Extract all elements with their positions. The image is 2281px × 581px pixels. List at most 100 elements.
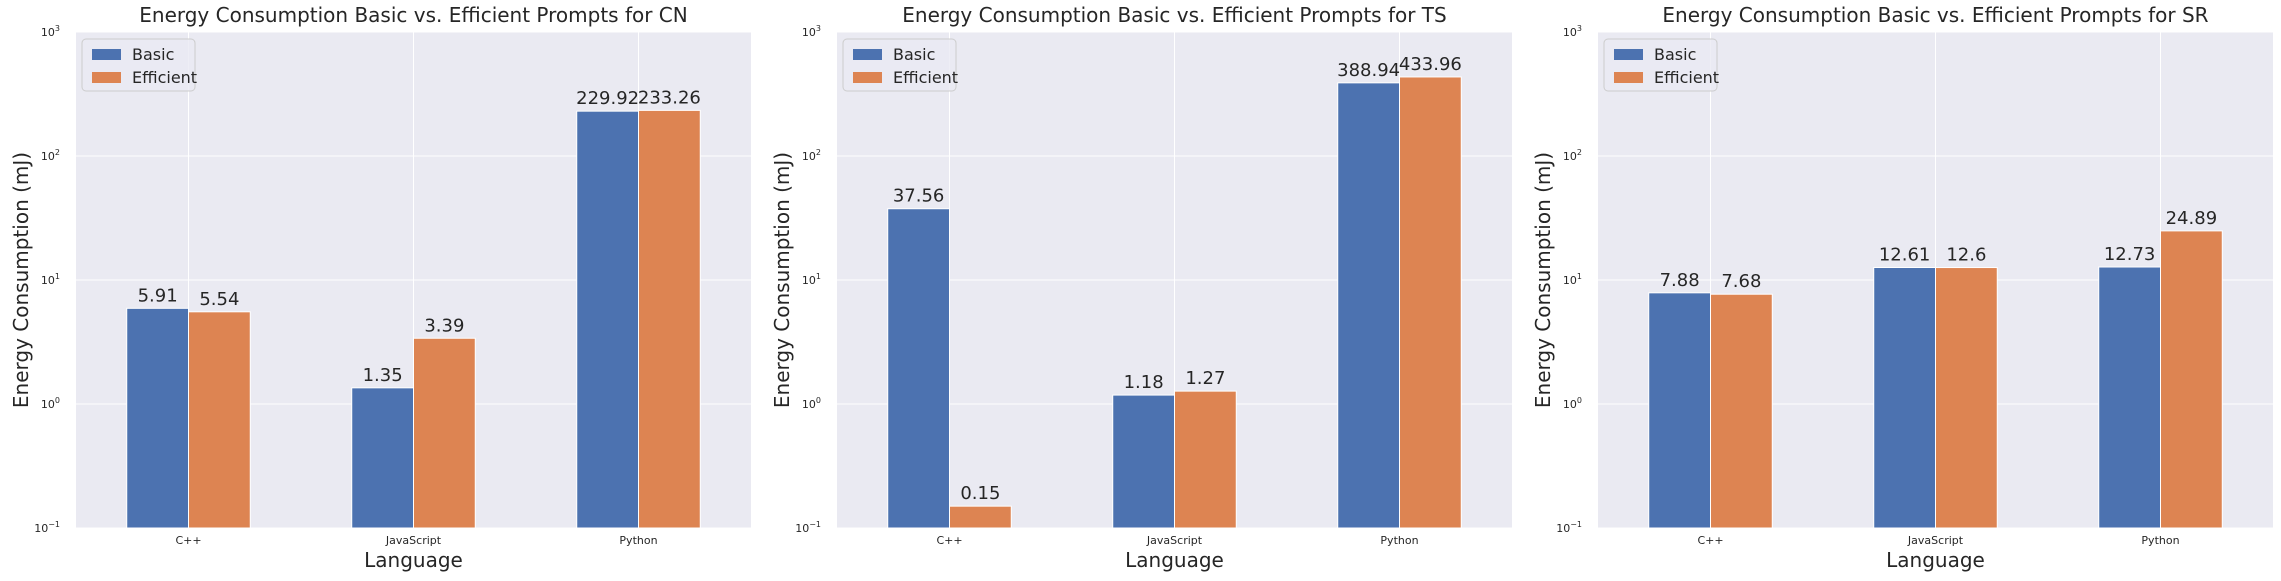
y-axis-label: Energy Consumption (mJ) [770, 152, 794, 408]
y-tick-base: 10 [1563, 398, 1577, 411]
x-tick-label: Python [1380, 534, 1418, 547]
y-tick-base: 10 [1563, 26, 1577, 39]
y-axis-label: Energy Consumption (mJ) [9, 152, 33, 408]
chart-title: Energy Consumption Basic vs. Efficient P… [1662, 3, 2208, 27]
data-label: 1.35 [363, 365, 403, 386]
y-tick-label: 100 [41, 396, 60, 411]
y-tick-exponent: 3 [1577, 24, 1582, 33]
bar-basic [1112, 394, 1176, 529]
legend-swatch-efficient [853, 72, 882, 83]
bar-basic [351, 387, 414, 529]
legend-swatch-basic [1614, 49, 1643, 60]
y-tick-base: 10 [41, 398, 55, 411]
y-tick-base: 10 [1563, 274, 1577, 287]
bar-basic [126, 307, 190, 529]
y-tick-label: 10−1 [34, 520, 60, 535]
x-tick-label: JavaScript [1146, 534, 1203, 547]
chart-panel-3: 7.88 12.61 12.73 7.68 12.6 24.89 C++ JavaScript… [1531, 3, 2273, 572]
legend-swatch-basic [853, 49, 882, 60]
y-tick-label: 100 [1563, 396, 1582, 411]
data-label: 7.68 [1721, 271, 1761, 292]
data-label: 12.6 [1946, 245, 1986, 266]
bar-efficient [1174, 390, 1237, 529]
chart-title: Energy Consumption Basic vs. Efficient P… [902, 3, 1446, 27]
data-label: 1.27 [1185, 368, 1225, 389]
x-axis-label: Language [1125, 548, 1224, 572]
y-tick-exponent: 1 [55, 272, 60, 281]
y-tick-base: 10 [41, 150, 55, 163]
bar-efficient [1710, 293, 1773, 529]
x-tick-label: C++ [1697, 534, 1723, 547]
bar-efficient [1935, 267, 1998, 529]
y-tick-base: 10 [802, 274, 816, 287]
bar-basic [1648, 292, 1712, 529]
y-tick-exponent: 2 [55, 148, 60, 157]
y-tick-label: 10−1 [795, 520, 821, 535]
legend-label: Basic [132, 45, 174, 64]
legend-label: Basic [1654, 45, 1696, 64]
data-label: 12.61 [1879, 245, 1931, 266]
data-label: 7.88 [1660, 270, 1700, 291]
legend-swatch-basic [92, 49, 121, 60]
bar-basic [887, 208, 950, 529]
y-tick-base: 10 [795, 522, 809, 535]
data-label: 229.92 [576, 88, 639, 109]
data-label: 37.56 [893, 186, 945, 207]
x-tick-label: JavaScript [385, 534, 442, 547]
y-tick-exponent: −1 [48, 520, 60, 529]
bar-efficient [949, 505, 1012, 529]
y-tick-base: 10 [1563, 150, 1577, 163]
y-tick-label: 101 [1563, 272, 1582, 287]
x-tick-label: JavaScript [1907, 534, 1964, 547]
bar-efficient [2160, 230, 2223, 529]
y-tick-exponent: 3 [55, 24, 60, 33]
x-axis-label: Language [364, 548, 463, 572]
y-tick-label: 103 [802, 24, 821, 39]
y-tick-base: 10 [34, 522, 48, 535]
y-tick-label: 102 [41, 148, 60, 163]
legend-swatch-efficient [92, 72, 121, 83]
data-label: 0.15 [960, 483, 1000, 504]
y-tick-label: 102 [1563, 148, 1582, 163]
bar-basic [576, 110, 639, 529]
y-tick-exponent: −1 [809, 520, 821, 529]
y-tick-label: 101 [41, 272, 60, 287]
data-label: 5.54 [199, 289, 239, 310]
x-tick-label: Python [2141, 534, 2179, 547]
legend: Basic Efficient [842, 38, 958, 92]
bar-efficient [413, 337, 476, 529]
y-tick-exponent: 0 [55, 396, 60, 405]
bar-efficient [638, 109, 701, 529]
data-label: 5.91 [138, 285, 178, 306]
data-label: 3.39 [424, 315, 464, 336]
y-tick-label: 102 [802, 148, 821, 163]
data-label: 12.73 [2104, 244, 2156, 265]
legend-swatch-efficient [1614, 72, 1643, 83]
legend: Basic Efficient [81, 38, 197, 92]
legend: Basic Efficient [1603, 38, 1719, 92]
bar-efficient [1399, 76, 1462, 529]
data-label: 1.18 [1124, 372, 1164, 393]
y-tick-exponent: −1 [1570, 520, 1582, 529]
legend-label: Basic [893, 45, 935, 64]
bar-basic [1873, 267, 1937, 529]
bar-basic [1337, 82, 1401, 529]
y-tick-label: 101 [802, 272, 821, 287]
y-tick-label: 103 [1563, 24, 1582, 39]
legend-label: Efficient [893, 68, 958, 87]
y-axis-label: Energy Consumption (mJ) [1531, 152, 1555, 408]
y-tick-exponent: 0 [1577, 396, 1582, 405]
y-tick-label: 103 [41, 24, 60, 39]
y-tick-base: 10 [802, 150, 816, 163]
y-tick-exponent: 1 [816, 272, 821, 281]
chart-title: Energy Consumption Basic vs. Efficient P… [139, 3, 688, 27]
legend-label: Efficient [1654, 68, 1719, 87]
y-tick-base: 10 [802, 398, 816, 411]
y-tick-base: 10 [802, 26, 816, 39]
y-tick-label: 10−1 [1556, 520, 1582, 535]
chart-panel-2: 37.56 1.18 388.94 0.15 1.27 433.96 C++ JavaScri… [770, 3, 1512, 572]
legend-label: Efficient [132, 68, 197, 87]
bar-efficient [188, 311, 251, 529]
chart-panel-1: 5.91 1.35 229.92 5.54 3.39 233.26 C++ JavaScrip… [9, 3, 751, 572]
